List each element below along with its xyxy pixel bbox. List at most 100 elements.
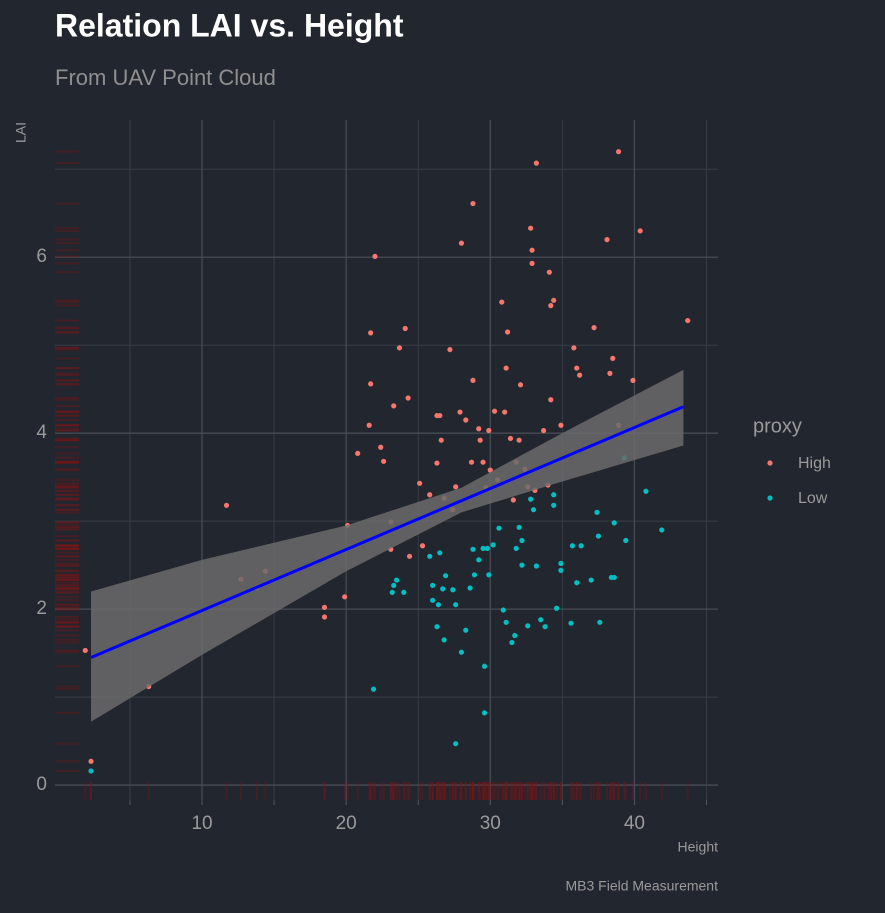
confidence-band [91, 369, 684, 722]
point [438, 437, 444, 443]
point [480, 545, 486, 552]
fit-line [90, 405, 684, 659]
point [453, 484, 459, 490]
point [529, 247, 535, 253]
point [578, 543, 584, 549]
point [381, 458, 387, 464]
point [435, 602, 441, 608]
point [490, 542, 496, 548]
point [393, 577, 400, 583]
point [503, 365, 509, 371]
point [588, 577, 594, 583]
point [516, 524, 522, 530]
legend-label: Low [798, 490, 828, 507]
point [441, 637, 447, 643]
point [476, 426, 482, 432]
x-tick-label: 10 [191, 813, 212, 834]
point [434, 460, 440, 466]
point [470, 546, 476, 552]
point [389, 589, 395, 595]
point [516, 437, 522, 443]
point [378, 444, 384, 450]
point [597, 619, 603, 625]
point [574, 365, 580, 371]
point [391, 403, 397, 409]
point [630, 377, 636, 383]
point [510, 497, 516, 503]
point [611, 574, 617, 581]
point [546, 269, 552, 275]
point [427, 553, 433, 559]
x-tick-label: 30 [480, 813, 501, 834]
point [470, 200, 476, 207]
point [470, 377, 476, 383]
legend-label: High [798, 455, 831, 472]
point [437, 412, 443, 419]
point [610, 355, 616, 361]
point [558, 422, 564, 428]
point [442, 573, 449, 579]
point [406, 553, 413, 559]
x-axis-label: Height [678, 839, 719, 855]
point [458, 649, 465, 655]
point [553, 605, 560, 611]
point [595, 533, 601, 539]
point [437, 550, 443, 556]
point [491, 408, 498, 414]
legend-marker [767, 460, 773, 466]
point [519, 537, 525, 544]
y-tick-label: 4 [36, 422, 47, 443]
point [548, 397, 554, 403]
point [528, 225, 534, 231]
point [419, 543, 426, 549]
point [427, 492, 433, 498]
point [517, 382, 524, 388]
point [467, 585, 473, 591]
point [481, 663, 488, 669]
point [568, 620, 574, 626]
point [538, 617, 544, 623]
point [453, 741, 459, 747]
point [321, 614, 328, 620]
chart-subtitle: From UAV Point Cloud [55, 65, 276, 90]
point [477, 437, 483, 443]
point [440, 586, 446, 592]
point [82, 647, 88, 654]
point [486, 427, 492, 434]
point [342, 594, 348, 600]
point [447, 346, 453, 353]
y-tick-label: 6 [36, 246, 47, 267]
caption: MB3 Field Measurement [565, 878, 718, 894]
point [551, 502, 557, 508]
point [355, 450, 361, 457]
point [401, 589, 407, 595]
point [607, 370, 613, 376]
point [504, 329, 511, 335]
point [519, 562, 525, 568]
point [533, 563, 539, 569]
point [402, 325, 408, 332]
point [512, 632, 518, 639]
point [463, 627, 469, 633]
point [223, 502, 230, 508]
point [577, 372, 583, 378]
point [396, 345, 403, 351]
point [368, 381, 374, 387]
point [391, 582, 397, 588]
point [372, 253, 378, 259]
point [88, 758, 94, 764]
point [604, 237, 610, 243]
x-tick-label: 20 [336, 813, 357, 834]
point [503, 619, 509, 625]
legend-title: proxy [753, 415, 802, 437]
point [558, 567, 564, 574]
point [453, 602, 459, 608]
point [611, 520, 617, 526]
point [463, 417, 469, 423]
point [481, 710, 488, 716]
point [484, 545, 490, 552]
point [637, 228, 643, 234]
point [558, 560, 564, 566]
